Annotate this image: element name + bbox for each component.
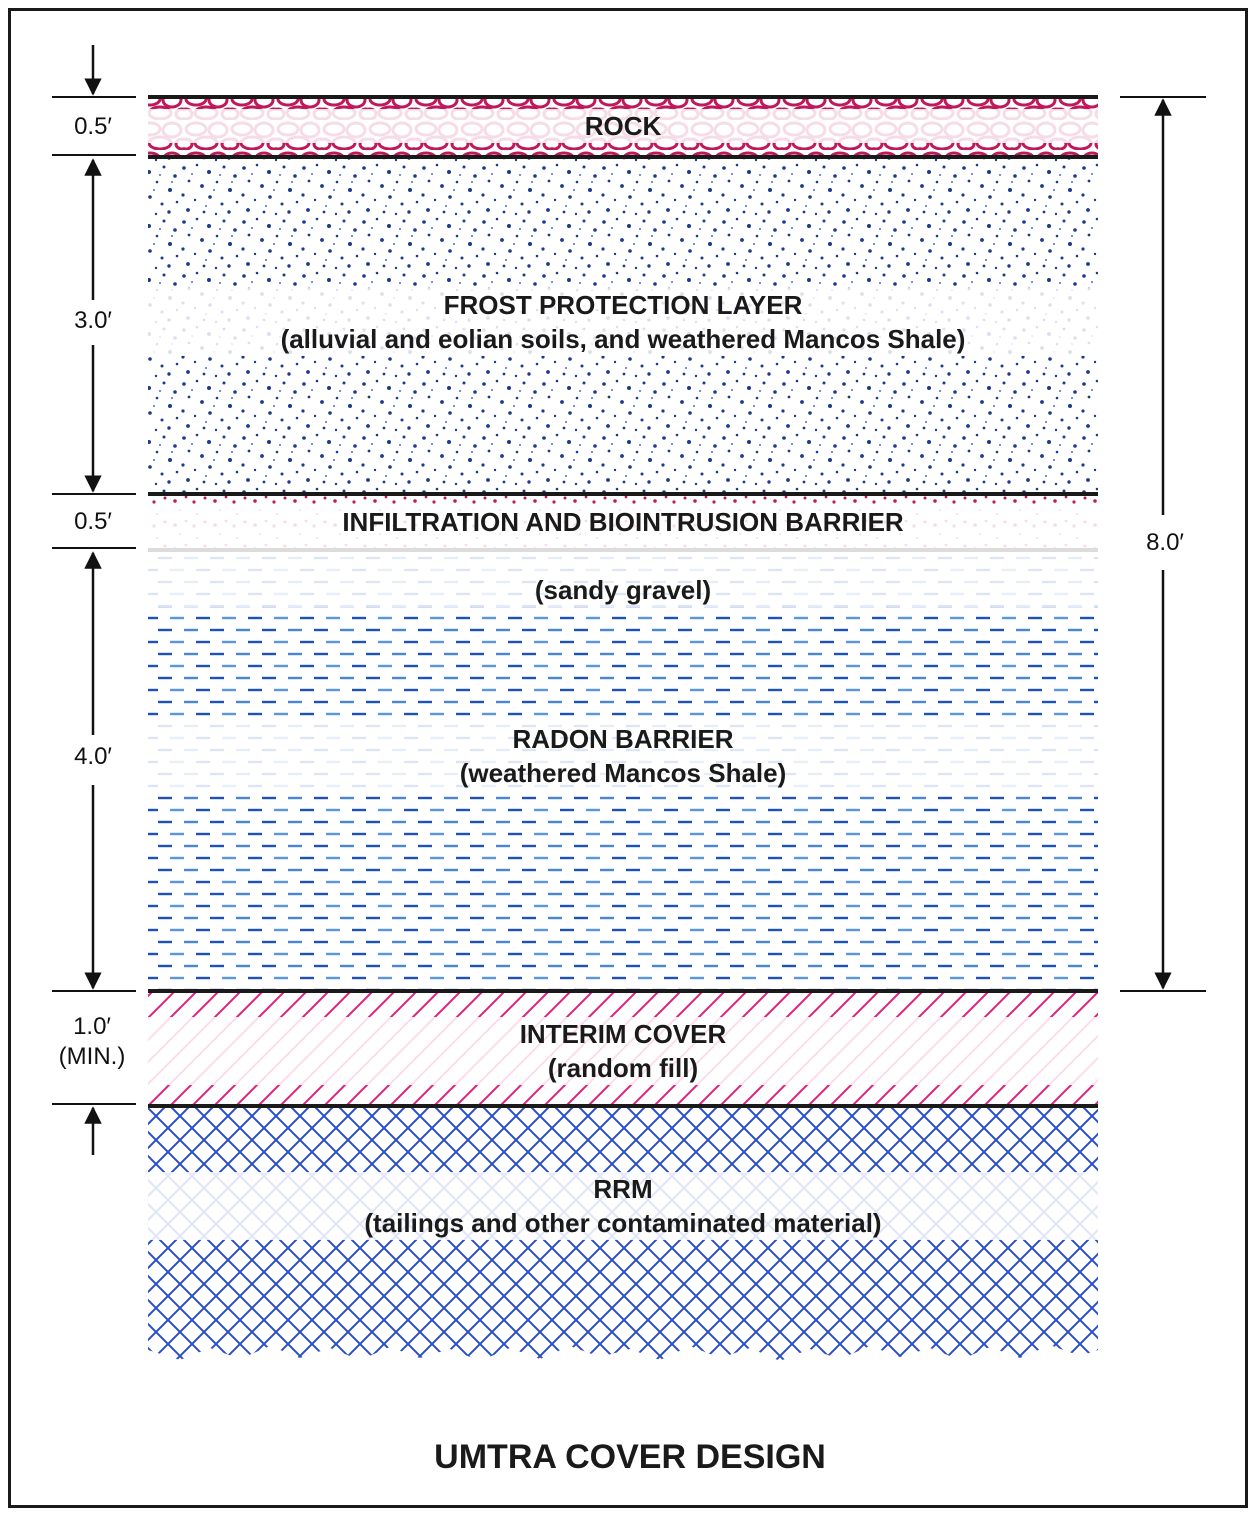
rock-thickness-label: 0.5′ (60, 112, 126, 142)
interim-label: INTERIM COVER (random fill) (148, 1017, 1098, 1085)
left-dimension-ticks (52, 96, 136, 1105)
interim-description: (random fill) (148, 1051, 1098, 1085)
radon-name: RADON BARRIER (148, 722, 1098, 756)
diagram-title: UMTRA COVER DESIGN (434, 1438, 826, 1476)
rrm-description-text: (tailings and other contaminated materia… (148, 1206, 1098, 1240)
infiltration-description: (sandy gravel) (534, 575, 712, 605)
infiltration-name-line: INFILTRATION AND BIOINTRUSION BARRIER (s… (148, 505, 1098, 607)
interim-thickness-value: 1.0′ (73, 1013, 111, 1040)
total-thickness-label: 8.0′ (1132, 528, 1198, 558)
infiltration-thickness-label: 0.5′ (60, 507, 126, 537)
frost-thickness-label: 3.0′ (60, 306, 126, 336)
interim-description-text: (random fill) (148, 1051, 1098, 1085)
frost-description: (alluvial and eolian soils, and weathere… (148, 322, 1098, 356)
radon-description: (weathered Mancos Shale) (148, 756, 1098, 790)
radon-thickness-label: 4.0′ (60, 742, 126, 772)
rrm-name: RRM (148, 1172, 1098, 1206)
interim-thickness-min: (MIN.) (58, 1043, 126, 1070)
rrm-description: (tailings and other contaminated materia… (148, 1206, 1098, 1240)
rrm-label: RRM (tailings and other contaminated mat… (148, 1172, 1098, 1240)
radon-name-text: RADON BARRIER (148, 722, 1098, 756)
frost-label: FROST PROTECTION LAYER (alluvial and eol… (148, 288, 1098, 356)
frost-description-text: (alluvial and eolian soils, and weathere… (148, 322, 1098, 356)
rock-label: ROCK (148, 109, 1098, 143)
interim-name: INTERIM COVER (148, 1017, 1098, 1051)
frost-name: FROST PROTECTION LAYER (148, 288, 1098, 322)
right-dimension (1120, 96, 1206, 992)
interim-thickness-label: 1.0′ (MIN.) (44, 1012, 140, 1072)
radon-label: RADON BARRIER (weathered Mancos Shale) (148, 722, 1098, 790)
infiltration-name: INFILTRATION AND BIOINTRUSION BARRIER (342, 507, 904, 537)
infiltration-label: INFILTRATION AND BIOINTRUSION BARRIER (s… (148, 505, 1098, 607)
interim-name-text: INTERIM COVER (148, 1017, 1098, 1051)
rrm-name-text: RRM (148, 1172, 1098, 1206)
frost-name-text: FROST PROTECTION LAYER (148, 288, 1098, 322)
rock-name: ROCK (148, 109, 1098, 143)
radon-description-text: (weathered Mancos Shale) (148, 756, 1098, 790)
